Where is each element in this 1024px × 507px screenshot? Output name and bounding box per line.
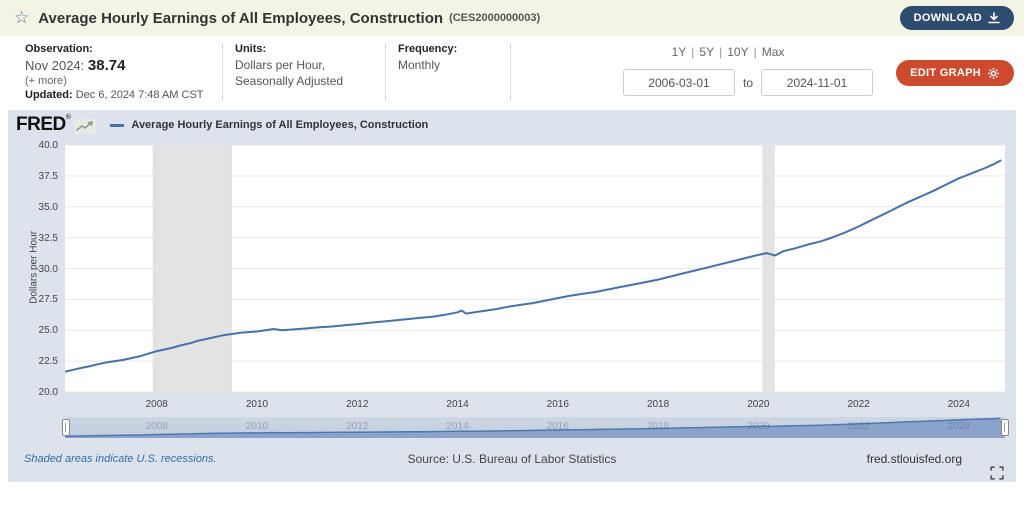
chart-plot-area[interactable] [65, 145, 1005, 392]
units-value-1: Dollars per Hour, [235, 58, 326, 72]
updated-timestamp: Dec 6, 2024 7:48 AM CST [75, 89, 204, 101]
slider-year-label: 2008 [145, 421, 168, 432]
range-preset-max[interactable]: Max [761, 45, 785, 59]
y-tick-label: 27.5 [38, 294, 58, 306]
date-range-row: to [623, 69, 890, 96]
legend-line-swatch [110, 123, 125, 127]
updated-line: Updated: Dec 6, 2024 7:48 AM CST [25, 89, 204, 101]
slider-year-label: 2014 [446, 421, 469, 432]
y-tick-label: 20.0 [38, 387, 58, 398]
x-tick-label: 2008 [145, 399, 168, 410]
edit-graph-label: EDIT GRAPH [910, 67, 981, 79]
series-header: ☆ Average Hourly Earnings of All Employe… [0, 0, 1024, 36]
download-label: DOWNLOAD [913, 12, 982, 24]
meta-bar: Observation: Nov 2024: 38.74 (+ more) Up… [0, 36, 1024, 108]
slider-year-label: 2024 [947, 421, 970, 432]
y-tick-label: 25.0 [38, 325, 58, 337]
gear-icon [988, 67, 999, 79]
slider-year-label: 2018 [646, 421, 670, 432]
y-tick-label: 37.5 [38, 170, 58, 182]
legend-label: Average Hourly Earnings of All Employees… [131, 119, 429, 131]
x-tick-label: 2020 [747, 399, 770, 410]
x-tick-label: 2024 [947, 399, 970, 410]
observation-block: Observation: Nov 2024: 38.74 (+ more) Up… [25, 43, 204, 101]
slider-year-label: 2010 [245, 421, 269, 432]
slider-area-chart [65, 417, 1005, 438]
updated-label: Updated: [25, 89, 73, 101]
range-presets: 1Y | 5Y | 10Y | Max [613, 45, 843, 59]
units-block: Units: Dollars per Hour, Seasonally Adju… [222, 43, 343, 101]
graph-header: FRED® Average Hourly Earnings of All Emp… [16, 114, 428, 136]
x-tick-label: 2022 [847, 399, 870, 410]
download-button[interactable]: DOWNLOAD [899, 6, 1014, 30]
observation-number: 38.74 [87, 57, 126, 74]
observation-date: Nov 2024: [25, 58, 85, 73]
x-tick-label: 2018 [646, 399, 670, 410]
y-tick-label: 40.0 [38, 140, 58, 151]
range-preset-5y[interactable]: 5Y [699, 45, 715, 59]
fred-logo[interactable]: FRED® [16, 114, 71, 135]
range-preset-1y[interactable]: 1Y [671, 45, 687, 59]
frequency-value: Monthly [398, 58, 441, 72]
observation-label: Observation: [25, 43, 93, 55]
frequency-label: Frequency: [398, 43, 458, 55]
chart-svg [65, 145, 1005, 392]
recession-note[interactable]: Shaded areas indicate U.S. recessions. [24, 453, 217, 465]
source-attribution: Source: U.S. Bureau of Labor Statistics [407, 452, 617, 466]
download-icon [988, 12, 1000, 24]
frequency-block: Frequency: Monthly [385, 43, 457, 101]
series-id: (CES2000000003) [449, 12, 541, 24]
more-observations-link[interactable]: (+ more) [25, 75, 67, 87]
range-separator: | [719, 45, 723, 59]
site-link[interactable]: fred.stlouisfed.org [866, 452, 962, 466]
x-tick-label: 2010 [245, 399, 269, 410]
y-tick-label: 22.5 [38, 356, 58, 368]
date-from-input[interactable] [623, 69, 735, 96]
date-to-input[interactable] [761, 69, 874, 96]
favorite-star-icon[interactable]: ☆ [14, 8, 30, 27]
units-value-2: Seasonally Adjusted [235, 74, 344, 89]
date-range-slider[interactable]: 2008 2010 2012 2014 2016 2018 2020 2022 2024 [62, 417, 1009, 438]
fred-sparkline-icon [74, 118, 97, 134]
observation-value: Nov 2024: 38.74 [25, 57, 204, 74]
page-title: Average Hourly Earnings of All Employees… [38, 9, 444, 27]
range-separator: | [753, 45, 757, 59]
y-tick-label: 30.0 [38, 263, 58, 275]
slider-year-label: 2022 [847, 421, 870, 432]
edit-graph-button[interactable]: EDIT GRAPH [896, 60, 1014, 86]
slider-year-label: 2012 [346, 421, 369, 432]
slider-year-label: 2020 [747, 421, 770, 432]
x-tick-label: 2016 [546, 399, 569, 410]
registered-mark: ® [65, 114, 71, 121]
slider-handle-right[interactable] [1001, 419, 1009, 436]
range-block: 1Y | 5Y | 10Y | Max to [510, 43, 890, 101]
slider-handle-left[interactable] [62, 419, 70, 436]
range-preset-10y[interactable]: 10Y [727, 45, 749, 59]
x-tick-label: 2012 [346, 399, 369, 410]
units-label: Units: [235, 43, 267, 55]
x-tick-label: 2014 [446, 399, 469, 410]
graph-panel: FRED® Average Hourly Earnings of All Emp… [8, 110, 1016, 482]
fullscreen-icon[interactable] [990, 466, 1004, 480]
y-tick-label: 32.5 [38, 232, 58, 244]
y-tick-label: 35.0 [38, 201, 58, 213]
to-label: to [743, 75, 754, 90]
slider-year-label: 2016 [546, 421, 569, 432]
range-separator: | [691, 45, 695, 59]
